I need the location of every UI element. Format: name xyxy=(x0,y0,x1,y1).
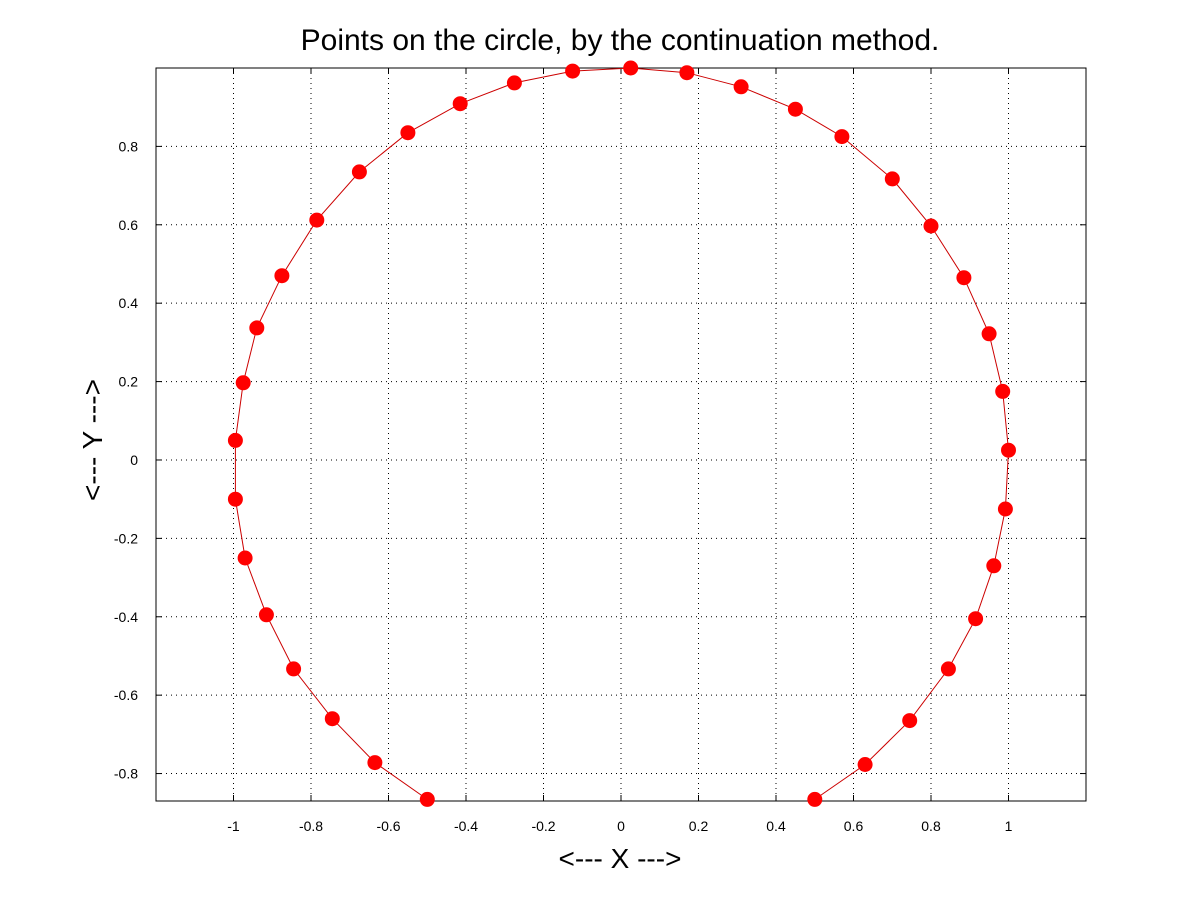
x-axis-label: <--- X ---> xyxy=(559,843,682,874)
data-point xyxy=(902,713,918,729)
y-tick-label: 0.2 xyxy=(119,374,139,390)
data-point xyxy=(309,212,325,228)
data-point xyxy=(258,607,274,623)
x-tick-label: 0 xyxy=(617,818,625,834)
data-point xyxy=(367,755,383,771)
data-point xyxy=(981,326,997,342)
data-point xyxy=(968,611,984,627)
data-point xyxy=(227,432,243,448)
data-point xyxy=(286,661,302,677)
data-point xyxy=(956,270,972,286)
data-point xyxy=(419,791,435,807)
x-tick-label: 0.8 xyxy=(921,818,941,834)
data-point xyxy=(923,218,939,234)
data-point xyxy=(400,125,416,141)
y-tick-label: -0.4 xyxy=(114,609,138,625)
data-point xyxy=(351,164,367,180)
x-axis-ticks: -1 -0.8 -0.6 -0.4 -0.2 0 0.2 0.4 0.6 0.8 1 xyxy=(227,68,1013,834)
x-tick-label: -0.8 xyxy=(299,818,323,834)
y-tick-label: 0 xyxy=(130,452,138,468)
data-point xyxy=(995,383,1011,399)
data-point xyxy=(227,491,243,507)
data-point xyxy=(884,171,900,187)
x-tick-label: 1 xyxy=(1005,818,1013,834)
y-tick-label: 0.8 xyxy=(119,138,139,154)
x-tick-label: -1 xyxy=(227,818,240,834)
y-tick-label: -0.8 xyxy=(114,766,138,782)
data-point xyxy=(857,757,873,772)
y-axis-label: <--- Y ---> xyxy=(77,379,108,501)
x-tick-label: -0.6 xyxy=(376,818,400,834)
x-tick-label: 0.6 xyxy=(844,818,864,834)
data-point xyxy=(506,75,522,91)
x-tick-label: 0.2 xyxy=(689,818,709,834)
y-tick-label: 0.6 xyxy=(119,217,139,233)
chart-title: Points on the circle, by the continuatio… xyxy=(301,24,940,57)
x-tick-label: -0.4 xyxy=(454,818,478,834)
data-point xyxy=(733,79,749,95)
data-point xyxy=(452,96,468,112)
data-point xyxy=(1001,442,1016,458)
data-point xyxy=(249,320,265,336)
x-tick-label: 0.4 xyxy=(766,818,786,834)
data-point xyxy=(324,711,340,727)
y-tick-label: 0.4 xyxy=(119,295,139,311)
data-point xyxy=(565,63,581,79)
data-point xyxy=(623,60,639,76)
data-point xyxy=(274,268,290,284)
data-point xyxy=(807,791,823,807)
data-point xyxy=(787,101,803,117)
data-point xyxy=(237,550,253,566)
data-point xyxy=(235,375,251,391)
data-point xyxy=(997,501,1013,517)
data-point xyxy=(940,661,956,677)
y-axis-ticks: -0.8 -0.6 -0.4 -0.2 0 0.2 0.4 0.6 0.8 xyxy=(114,138,1086,782)
data-point xyxy=(986,558,1002,574)
data-point xyxy=(834,129,850,145)
series-layer xyxy=(227,60,1016,807)
data-point xyxy=(679,65,695,81)
y-tick-label: -0.6 xyxy=(114,687,138,703)
x-tick-label: -0.2 xyxy=(531,818,555,834)
y-tick-label: -0.2 xyxy=(114,530,138,546)
plot-area: -1 -0.8 -0.6 -0.4 -0.2 0 0.2 0.4 0.6 0.8 1 -0.8-0.… xyxy=(114,60,1087,834)
